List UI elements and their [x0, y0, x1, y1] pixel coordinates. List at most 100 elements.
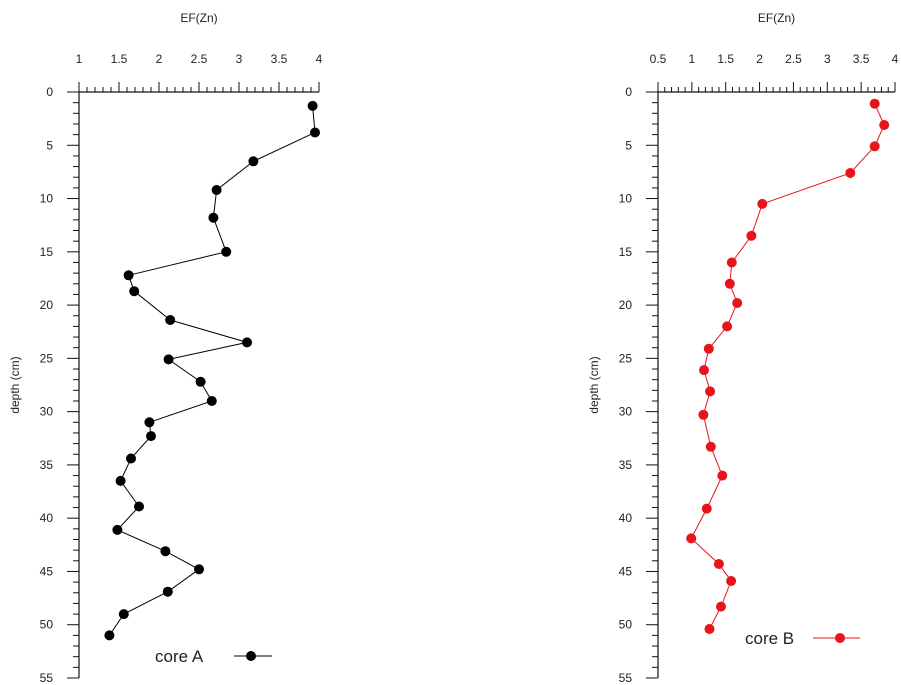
data-point: [163, 354, 174, 365]
y-tick-label: 55: [40, 671, 54, 685]
y-tick-label: 0: [46, 85, 53, 99]
x-tick-label: 1: [76, 52, 83, 66]
x-tick-label: 3: [236, 52, 243, 66]
chart-panel-core-a: 1 1.5 2 2.5 3 3.5 40510152025303540455055EF(Zn…: [8, 11, 323, 685]
data-point: [713, 559, 724, 569]
data-point: [724, 278, 735, 289]
data-point: [717, 470, 728, 481]
data-point: [705, 441, 716, 452]
x-axis-title: EF(Zn): [180, 11, 217, 25]
y-axis-title: depth (cm): [8, 356, 22, 413]
y-tick-label: 15: [619, 245, 633, 259]
y-tick-label: 50: [619, 618, 633, 632]
data-point: [869, 98, 880, 109]
data-point: [104, 630, 115, 641]
data-point: [123, 270, 134, 281]
y-tick-label: 0: [625, 85, 632, 99]
x-tick-label: 2: [156, 52, 163, 66]
x-tick-label: 1.5: [717, 52, 734, 66]
y-tick-label: 45: [40, 564, 54, 578]
data-point: [701, 503, 712, 514]
legend: core B: [745, 629, 860, 648]
y-tick-label: 10: [619, 192, 633, 206]
series-line: [690, 103, 885, 630]
x-tick-label: 2.5: [785, 52, 802, 66]
data-point: [879, 120, 890, 130]
y-tick-label: 35: [40, 458, 54, 472]
data-point: [703, 343, 714, 354]
y-tick-label: 5: [46, 138, 53, 152]
data-point: [134, 501, 144, 512]
data-point: [726, 257, 737, 268]
y-tick-label: 25: [619, 351, 633, 365]
data-point: [194, 564, 204, 575]
data-point: [211, 185, 222, 195]
x-tick-label: 1.5: [111, 52, 128, 66]
y-tick-label: 40: [619, 511, 633, 525]
legend-label: core A: [155, 647, 204, 666]
data-point: [705, 386, 716, 397]
x-tick-label: 1: [689, 52, 696, 66]
y-tick-label: 20: [619, 298, 633, 312]
x-tick-label: 4: [892, 52, 899, 66]
data-point: [206, 396, 217, 406]
y-tick-label: 55: [619, 671, 633, 685]
chart-panel-core-b: 0.5 1 1.5 2 2.5 3 3.5 40510152025303540455055EF…: [587, 11, 899, 685]
data-point: [746, 230, 757, 241]
legend: core A: [155, 647, 272, 666]
data-point: [699, 365, 709, 376]
data-point: [126, 453, 136, 464]
data-point: [716, 601, 726, 612]
data-point: [307, 100, 318, 111]
data-point: [146, 431, 156, 442]
y-tick-label: 35: [619, 458, 633, 472]
x-tick-label: 2: [756, 52, 763, 66]
legend-label: core B: [745, 629, 794, 648]
x-tick-label: 0.5: [650, 52, 667, 66]
data-point: [115, 475, 126, 486]
data-point: [162, 586, 173, 597]
data-point: [112, 524, 123, 535]
data-point: [129, 286, 140, 297]
data-point: [242, 337, 252, 348]
data-point: [704, 624, 715, 634]
x-tick-label: 2.5: [191, 52, 208, 66]
y-axis-title: depth (cm): [587, 356, 601, 413]
y-tick-label: 30: [40, 405, 54, 419]
y-tick-label: 25: [40, 351, 54, 365]
data-point: [160, 546, 171, 557]
y-tick-label: 30: [619, 405, 633, 419]
x-tick-label: 4: [316, 52, 323, 66]
series-line: [108, 105, 316, 636]
x-axis-title: EF(Zn): [758, 11, 795, 25]
data-point: [732, 298, 743, 308]
data-point: [726, 576, 737, 586]
data-point: [845, 168, 856, 178]
data-point: [869, 141, 880, 152]
data-point: [248, 156, 259, 167]
data-point: [208, 212, 219, 223]
data-point: [310, 127, 320, 138]
y-tick-label: 40: [40, 511, 54, 525]
x-tick-label: 3.5: [271, 52, 288, 66]
data-point: [686, 533, 697, 544]
y-tick-label: 50: [40, 618, 54, 632]
data-point: [195, 376, 206, 387]
data-point: [118, 609, 129, 620]
x-tick-label: 3.5: [853, 52, 870, 66]
y-tick-label: 20: [40, 298, 54, 312]
y-tick-label: 10: [40, 192, 54, 206]
data-point: [165, 315, 176, 325]
y-tick-label: 45: [619, 564, 633, 578]
x-tick-label: 3: [824, 52, 831, 66]
legend-marker: [835, 633, 845, 643]
data-point: [144, 417, 155, 428]
data-point: [757, 198, 768, 209]
data-point: [221, 246, 232, 257]
y-tick-label: 5: [625, 138, 632, 152]
data-point: [698, 409, 709, 420]
y-tick-label: 15: [40, 245, 54, 259]
data-point: [722, 321, 733, 332]
legend-marker: [246, 651, 256, 661]
